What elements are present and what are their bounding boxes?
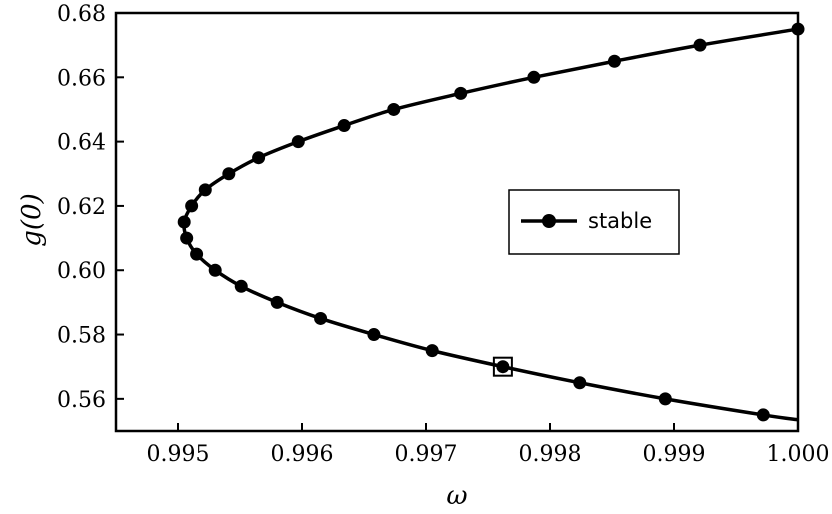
data-point — [454, 86, 468, 100]
x-tick-label: 1.000 — [767, 442, 830, 467]
data-point — [234, 279, 248, 293]
x-tick-label: 0.998 — [519, 442, 582, 467]
highlighted-point-box — [492, 356, 513, 377]
legend-label-stable: stable — [588, 209, 652, 233]
y-tick-label: 0.66 — [57, 66, 106, 91]
data-point — [367, 328, 381, 342]
data-point — [573, 376, 587, 390]
data-point — [387, 102, 401, 116]
data-point — [314, 311, 328, 325]
data-point — [252, 151, 266, 165]
data-point — [291, 135, 305, 149]
x-tick-label: 0.997 — [395, 442, 458, 467]
x-tick-label: 0.999 — [643, 442, 706, 467]
y-tick-label: 0.58 — [57, 324, 106, 349]
y-tick-label: 0.68 — [57, 2, 106, 27]
series-stable-markers — [177, 22, 805, 422]
y-tick-label: 0.56 — [57, 388, 106, 413]
y-tick-label: 0.60 — [57, 259, 106, 284]
y-tick-label: 0.62 — [57, 195, 106, 220]
data-point — [756, 408, 770, 422]
data-point — [337, 119, 351, 133]
data-point — [496, 360, 510, 374]
data-point — [177, 215, 191, 229]
x-tick-label: 0.996 — [271, 442, 334, 467]
data-point — [208, 263, 222, 277]
y-axis-ticks: 0.56 0.58 0.60 0.62 0.64 0.66 0.68 — [57, 2, 124, 413]
data-point — [527, 70, 541, 84]
data-point — [658, 392, 672, 406]
plot-frame — [114, 11, 800, 433]
data-point — [693, 38, 707, 52]
data-point — [180, 231, 194, 245]
y-tick-label: 0.64 — [57, 131, 106, 156]
data-point — [270, 295, 284, 309]
y-axis-label: g(0) — [17, 193, 47, 246]
x-tick-label: 0.995 — [147, 442, 210, 467]
legend: stable — [508, 189, 680, 255]
data-point — [425, 344, 439, 358]
data-point — [198, 183, 212, 197]
data-point — [190, 247, 204, 261]
data-point — [185, 199, 199, 213]
data-point — [607, 54, 621, 68]
x-axis-ticks: 0.995 0.996 0.997 0.998 0.999 1.000 — [147, 423, 830, 467]
series-stable-line — [182, 27, 799, 422]
data-point — [222, 167, 236, 181]
legend-marker — [542, 214, 556, 228]
x-axis-label: ω — [446, 481, 467, 511]
